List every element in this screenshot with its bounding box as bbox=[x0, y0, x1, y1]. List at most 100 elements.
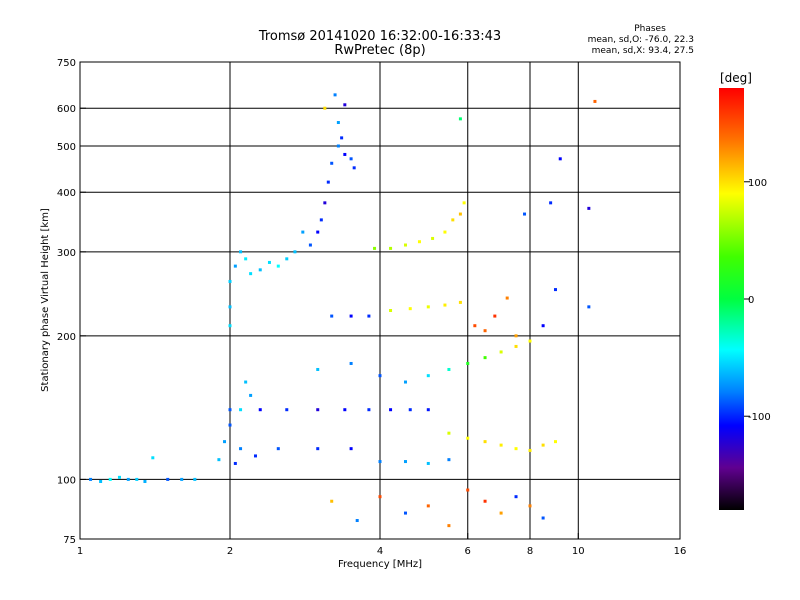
data-point bbox=[166, 477, 170, 481]
data-point bbox=[367, 314, 371, 318]
y-tick-label: 75 bbox=[63, 535, 76, 546]
data-point bbox=[447, 524, 451, 528]
data-point bbox=[528, 504, 532, 508]
data-point bbox=[249, 393, 253, 397]
data-point bbox=[285, 257, 289, 261]
data-point bbox=[349, 361, 353, 365]
data-point bbox=[528, 339, 532, 343]
data-point bbox=[403, 511, 407, 515]
stats-line-o: mean, sd,O: -76.0, 22.3 bbox=[588, 35, 694, 45]
data-point bbox=[233, 264, 237, 268]
data-point bbox=[223, 440, 227, 444]
data-point bbox=[458, 212, 462, 216]
x-tick-label: 10 bbox=[572, 546, 585, 557]
data-point bbox=[316, 230, 320, 234]
data-point bbox=[528, 448, 532, 452]
data-point bbox=[541, 516, 545, 520]
colorbar-tick-label: -100 bbox=[748, 412, 771, 423]
colorbar-ticks: 100 0 -100 bbox=[744, 178, 771, 423]
data-point bbox=[151, 456, 155, 460]
data-point bbox=[308, 243, 312, 247]
data-point bbox=[458, 117, 462, 121]
data-point bbox=[541, 443, 545, 447]
data-point bbox=[319, 218, 323, 222]
y-tick-label: 500 bbox=[57, 142, 76, 153]
data-point bbox=[267, 260, 271, 264]
data-point bbox=[343, 408, 347, 412]
data-point bbox=[258, 408, 262, 412]
data-point bbox=[549, 201, 553, 205]
data-point bbox=[499, 511, 503, 515]
data-point bbox=[253, 454, 257, 458]
colorbar-tick-label: 0 bbox=[748, 295, 754, 306]
data-point bbox=[239, 250, 243, 254]
chart-subtitle: RwPretec (8p) bbox=[334, 43, 425, 58]
data-point bbox=[193, 477, 197, 481]
data-point bbox=[466, 436, 470, 440]
data-point bbox=[117, 475, 121, 479]
y-axis-label: Stationary phase Virtual Height [km] bbox=[40, 208, 51, 392]
data-point bbox=[99, 479, 103, 483]
data-point bbox=[228, 423, 232, 427]
data-point bbox=[373, 246, 377, 250]
colorbar-tick-label: 100 bbox=[748, 178, 767, 189]
y-tick-label: 600 bbox=[57, 104, 76, 115]
data-point bbox=[447, 431, 451, 435]
data-point bbox=[239, 447, 243, 451]
y-tick-label: 400 bbox=[57, 188, 76, 199]
data-point bbox=[340, 136, 344, 140]
axis-ticks: 1 2 4 6 8 10 16 75 100 200 300 400 500 600 750 bbox=[57, 58, 686, 557]
data-point bbox=[378, 495, 382, 499]
data-point bbox=[483, 356, 487, 360]
data-point bbox=[426, 408, 430, 412]
data-point bbox=[228, 324, 232, 328]
data-point bbox=[228, 305, 232, 309]
x-axis-label: Frequency [MHz] bbox=[338, 559, 422, 570]
data-point bbox=[417, 240, 421, 244]
data-point bbox=[180, 477, 184, 481]
data-point bbox=[553, 288, 557, 292]
data-point bbox=[426, 461, 430, 465]
data-point bbox=[587, 305, 591, 309]
data-point bbox=[541, 324, 545, 328]
data-point bbox=[462, 201, 466, 205]
colorbar bbox=[719, 88, 744, 510]
data-point bbox=[426, 504, 430, 508]
data-point bbox=[143, 479, 147, 483]
data-point bbox=[126, 477, 130, 481]
data-point bbox=[514, 447, 518, 451]
data-point bbox=[431, 236, 435, 240]
data-point bbox=[367, 408, 371, 412]
data-point bbox=[239, 408, 243, 412]
data-point bbox=[233, 461, 237, 465]
data-point bbox=[553, 440, 557, 444]
data-point bbox=[593, 99, 597, 103]
data-point bbox=[316, 447, 320, 451]
data-point bbox=[378, 374, 382, 378]
data-point bbox=[558, 157, 562, 161]
x-tick-label: 6 bbox=[465, 546, 471, 557]
x-tick-label: 8 bbox=[527, 546, 533, 557]
data-point bbox=[323, 201, 327, 205]
data-point bbox=[336, 144, 340, 148]
data-point bbox=[466, 488, 470, 492]
data-point bbox=[466, 361, 470, 365]
data-point bbox=[301, 230, 305, 234]
data-point bbox=[293, 250, 297, 254]
data-point bbox=[349, 157, 353, 161]
data-point bbox=[443, 230, 447, 234]
data-point bbox=[349, 447, 353, 451]
data-point bbox=[447, 458, 451, 462]
data-point bbox=[326, 180, 330, 184]
data-point bbox=[403, 460, 407, 464]
data-point bbox=[355, 519, 359, 523]
data-point bbox=[408, 307, 412, 311]
y-tick-label: 200 bbox=[57, 332, 76, 343]
data-point bbox=[389, 308, 393, 312]
data-point bbox=[285, 408, 289, 412]
data-point bbox=[352, 166, 356, 170]
data-point bbox=[276, 447, 280, 451]
y-tick-label: 300 bbox=[57, 248, 76, 259]
data-point bbox=[244, 257, 248, 261]
